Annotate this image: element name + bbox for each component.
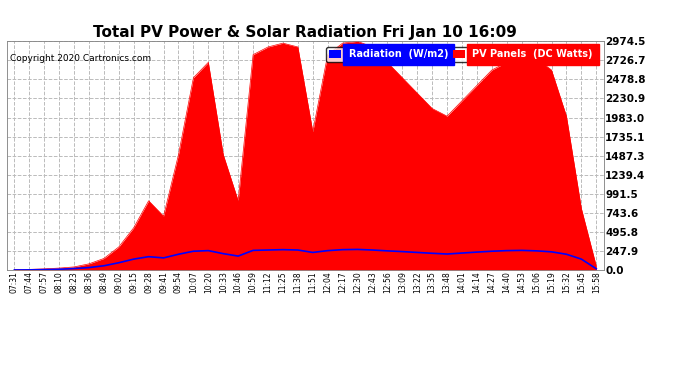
Title: Total PV Power & Solar Radiation Fri Jan 10 16:09: Total PV Power & Solar Radiation Fri Jan… [93, 25, 518, 40]
Legend: Radiation  (W/m2), PV Panels  (DC Watts): Radiation (W/m2), PV Panels (DC Watts) [326, 46, 596, 62]
Text: Copyright 2020 Cartronics.com: Copyright 2020 Cartronics.com [10, 54, 152, 63]
